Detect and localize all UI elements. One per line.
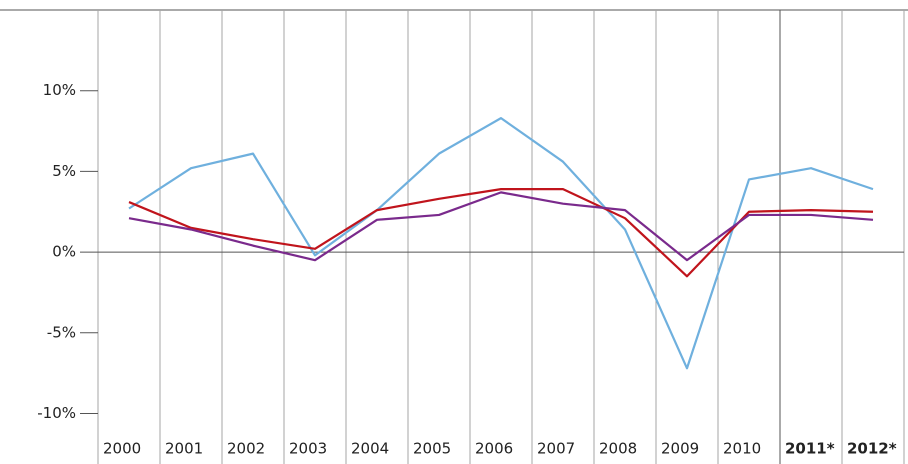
y-tick-label: 10% bbox=[43, 81, 76, 99]
x-tick-label: 2000 bbox=[103, 440, 141, 458]
y-tick-label: 5% bbox=[52, 162, 76, 180]
x-tick-label: 2001 bbox=[165, 440, 203, 458]
series-line bbox=[128, 117, 874, 370]
series-line bbox=[128, 191, 874, 262]
y-tick-label: -5% bbox=[47, 323, 76, 341]
x-tick-label: 2006 bbox=[475, 440, 513, 458]
x-tick-label: 2008 bbox=[599, 440, 637, 458]
x-tick-label: 2007 bbox=[537, 440, 575, 458]
x-tick-label: 2011* bbox=[785, 440, 835, 458]
x-tick-label: 2004 bbox=[351, 440, 389, 458]
x-tick-label: 2009 bbox=[661, 440, 699, 458]
x-tick-label: 2005 bbox=[413, 440, 451, 458]
x-tick-label: 2003 bbox=[289, 440, 327, 458]
x-tick-label: 2012* bbox=[847, 440, 897, 458]
x-tick-label: 2002 bbox=[227, 440, 265, 458]
y-tick-label: -10% bbox=[37, 404, 76, 422]
y-tick-label: 0% bbox=[52, 243, 76, 261]
series-line bbox=[128, 188, 874, 278]
x-tick-label: 2010 bbox=[723, 440, 761, 458]
